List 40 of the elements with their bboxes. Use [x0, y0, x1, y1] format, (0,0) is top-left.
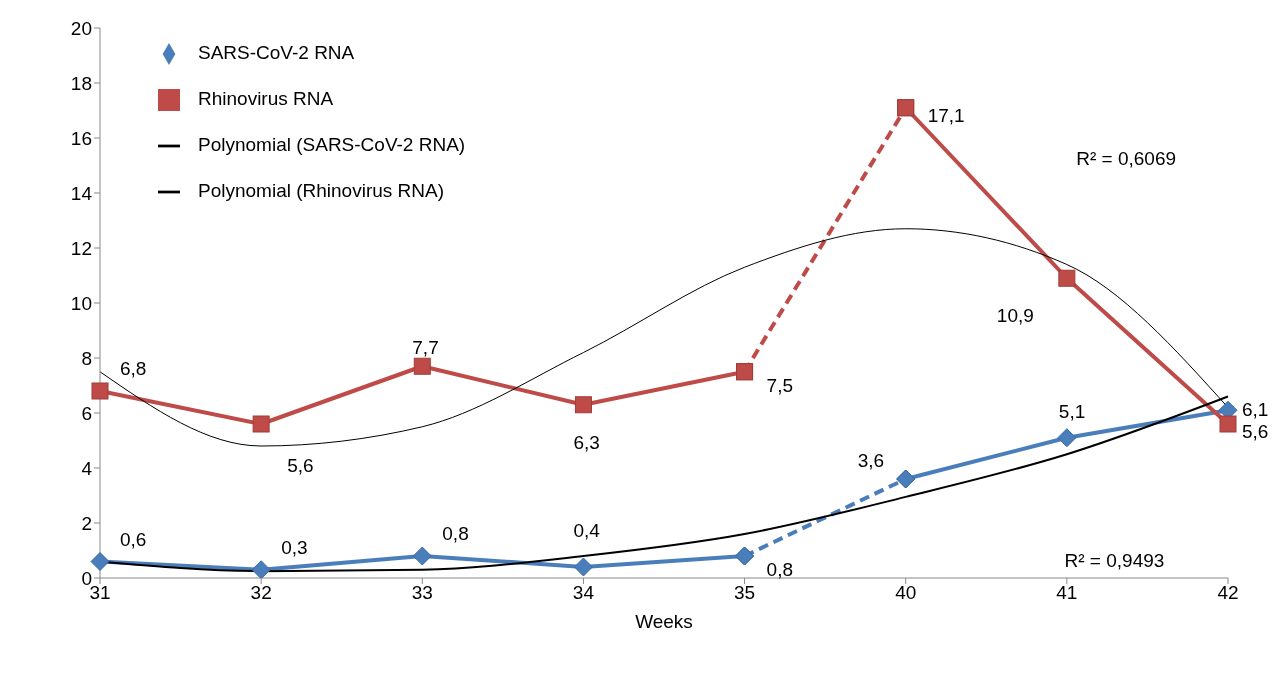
y-tick-label: 4 — [81, 457, 93, 479]
x-tick-label: 42 — [1217, 582, 1239, 604]
data-label: 17,1 — [927, 104, 965, 126]
y-tick-label: 2 — [81, 512, 92, 534]
annotation: R² = 0,9493 — [1064, 550, 1165, 572]
x-tick-label: 32 — [250, 582, 272, 604]
y-tick-label: 16 — [70, 127, 92, 149]
data-label: 5,6 — [287, 455, 314, 476]
data-label: 0,8 — [766, 559, 793, 580]
x-axis-title: Weeks — [635, 611, 693, 632]
legend-label: SARS-CoV-2 RNA — [198, 42, 355, 63]
x-tick-label: 41 — [1056, 582, 1078, 604]
x-tick-label: 34 — [572, 582, 595, 604]
y-tick-label: 6 — [81, 402, 92, 424]
x-tick-label: 35 — [734, 582, 756, 604]
data-label: 6,3 — [573, 431, 600, 453]
data-label: 7,5 — [766, 374, 793, 396]
y-tick-label: 12 — [70, 237, 92, 259]
legend-label: Polynomial (Rhinovirus RNA) — [198, 180, 445, 201]
y-tick-label: 10 — [70, 292, 92, 314]
data-label: 10,9 — [996, 305, 1034, 327]
data-label: 5,6 — [1242, 421, 1269, 442]
y-tick-label: 18 — [70, 72, 92, 94]
data-label: 3,6 — [857, 450, 885, 471]
data-label: 0,3 — [281, 536, 308, 558]
data-label: 6,8 — [120, 358, 147, 379]
legend-label: Rhinovirus RNA — [198, 88, 334, 109]
y-tick-label: 14 — [70, 182, 93, 204]
x-tick-label: 40 — [895, 582, 917, 604]
data-label: 0,6 — [120, 528, 147, 550]
annotation: R² = 0,6069 — [1076, 148, 1177, 170]
data-label: 0,8 — [442, 523, 469, 544]
x-tick-label: 33 — [411, 582, 433, 604]
data-label: 7,7 — [412, 337, 439, 359]
y-tick-label: 8 — [81, 347, 92, 369]
data-label: 6,1 — [1242, 399, 1269, 421]
data-label: 5,1 — [1058, 400, 1086, 422]
legend-label: Polynomial (SARS-CoV-2 RNA) — [198, 134, 466, 155]
y-tick-label: 20 — [70, 17, 92, 39]
data-label: 0,4 — [573, 520, 601, 541]
